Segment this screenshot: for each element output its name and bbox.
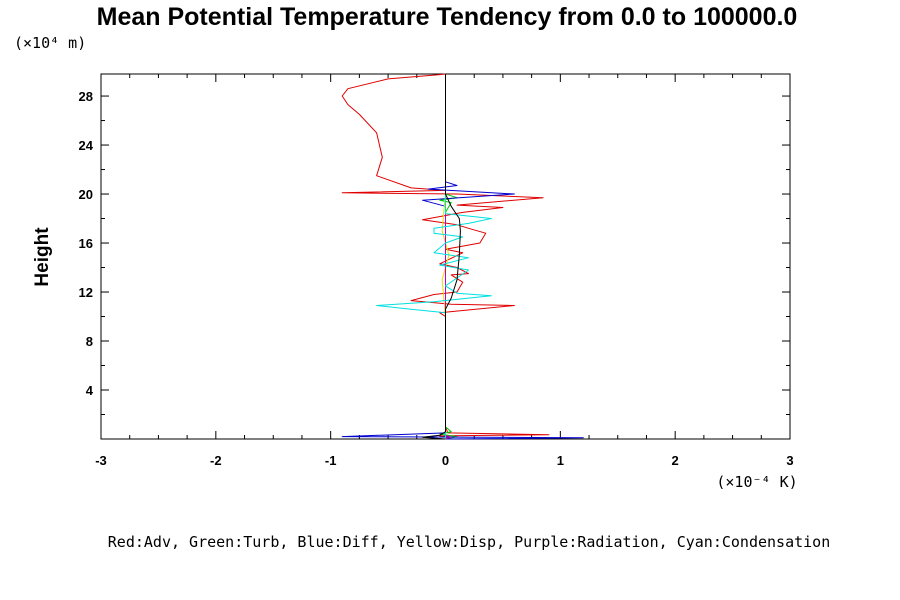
y-tick-label: 24: [79, 138, 94, 153]
y-tick-label: 8: [86, 334, 93, 349]
axis-ticks: [100, 74, 791, 439]
y-unit-label: (×10⁴ m): [14, 34, 86, 52]
x-tick-label: -1: [325, 453, 337, 468]
chart-title: Mean Potential Temperature Tendency from…: [97, 3, 798, 31]
series-line-6: [376, 74, 492, 439]
y-tick-label: 4: [86, 383, 94, 398]
x-tick-label: 0: [442, 453, 449, 468]
y-tick-label: 28: [79, 89, 93, 104]
y-axis-label: Height: [32, 227, 53, 287]
x-tick-label: 3: [786, 453, 793, 468]
y-tick-label: 20: [79, 187, 93, 202]
series-group: [341, 73, 584, 440]
y-tick-label: 12: [79, 285, 93, 300]
series-line-1: [341, 73, 550, 440]
x-tick-label: -3: [95, 453, 107, 468]
x-unit-label: (×10⁻⁴ K): [716, 473, 797, 491]
legend-text: Red:Adv, Green:Turb, Blue:Diff, Yellow:D…: [108, 533, 830, 551]
y-tick-label: 16: [79, 236, 93, 251]
x-tick-label: 1: [557, 453, 564, 468]
x-tick-label: -2: [210, 453, 222, 468]
x-tick-label: 2: [672, 453, 679, 468]
series-line-7: [422, 74, 461, 440]
